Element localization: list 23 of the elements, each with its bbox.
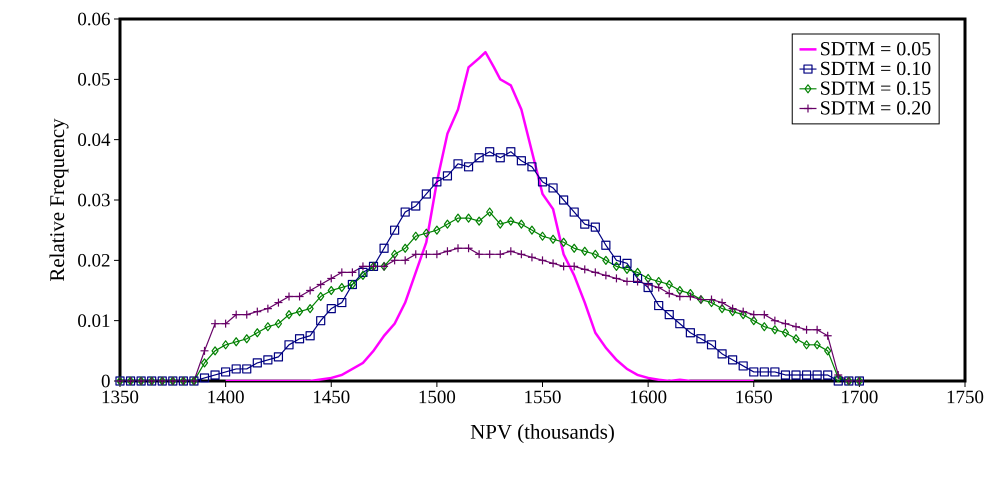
x-tick-label: 1750 xyxy=(948,390,984,404)
x-tick-label: 1400 xyxy=(208,390,244,404)
y-tick-label: 0.06 xyxy=(78,12,110,26)
x-tick-label: 1350 xyxy=(102,390,138,404)
y-tick-label: 0.05 xyxy=(78,72,110,86)
y-tick-label: 0.03 xyxy=(78,194,110,206)
x-axis-title: NPV (thousands) xyxy=(470,424,614,444)
legend-label: SDTM = 0.15 xyxy=(821,81,930,95)
x-tick-label: 1500 xyxy=(420,390,456,404)
y-tick-label: 0.01 xyxy=(78,314,110,328)
x-tick-label: 1600 xyxy=(630,390,666,404)
x-tick-label: 1550 xyxy=(525,390,561,404)
legend-label: SDTM = 0.05 xyxy=(821,42,930,56)
y-tick-label: 0 xyxy=(102,374,110,388)
x-tick-label: 1450 xyxy=(314,390,350,404)
y-tick-label: 0.04 xyxy=(78,133,110,146)
y-axis-title: Relative Frequency xyxy=(49,118,69,282)
x-tick-label: 1700 xyxy=(842,390,878,404)
y-tick-label: 0.02 xyxy=(78,254,110,267)
legend-label: SDTM = 0.20 xyxy=(821,101,930,115)
line-series xyxy=(224,50,756,381)
x-tick-label: 1650 xyxy=(736,390,772,404)
legend-label: SDTM = 0.10 xyxy=(821,62,930,76)
